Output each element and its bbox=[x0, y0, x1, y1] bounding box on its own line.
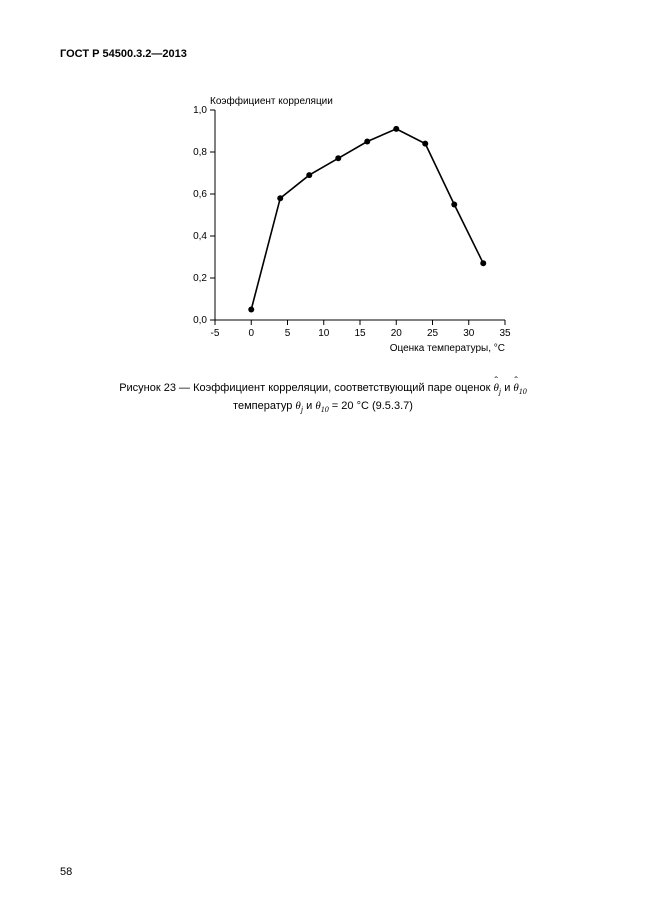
svg-text:0,6: 0,6 bbox=[193, 189, 207, 200]
caption-text-2a: температур bbox=[233, 400, 295, 412]
svg-text:-5: -5 bbox=[211, 328, 220, 339]
svg-text:0: 0 bbox=[248, 328, 254, 339]
svg-text:10: 10 bbox=[318, 328, 330, 339]
chart-container: Коэффициент корреляции 0,0 0,2 0,4 0,6 0,8 1,0… bbox=[170, 90, 515, 365]
svg-text:0,2: 0,2 bbox=[193, 273, 207, 284]
svg-text:0,0: 0,0 bbox=[193, 315, 207, 326]
svg-text:0,4: 0,4 bbox=[193, 231, 207, 242]
theta-hat-10: θ bbox=[513, 380, 518, 397]
svg-text:Коэффициент корреляции: Коэффициент корреляции bbox=[210, 95, 333, 107]
theta-hat-j-sub: j bbox=[499, 387, 501, 396]
svg-text:20: 20 bbox=[391, 328, 403, 339]
svg-text:25: 25 bbox=[427, 328, 439, 339]
caption-and-2: и bbox=[306, 400, 315, 412]
svg-text:1,0: 1,0 bbox=[193, 105, 207, 116]
figure-caption: Рисунок 23 — Коэффициент корреляции, соо… bbox=[0, 380, 646, 416]
caption-text-2b: = 20 °C (9.5.3.7) bbox=[332, 400, 413, 412]
correlation-chart: Коэффициент корреляции 0,0 0,2 0,4 0,6 0,8 1,0… bbox=[170, 90, 515, 360]
caption-and-1: и bbox=[504, 382, 513, 394]
theta-hat-j: θ bbox=[493, 380, 498, 397]
document-header: ГОСТ Р 54500.3.2—2013 bbox=[60, 48, 187, 60]
theta-j-sub: j bbox=[301, 405, 303, 414]
svg-text:0,8: 0,8 bbox=[193, 147, 207, 158]
caption-text-1: Рисунок 23 — Коэффициент корреляции, соо… bbox=[119, 382, 493, 394]
svg-text:Оценка температуры, °C: Оценка температуры, °C bbox=[390, 343, 505, 354]
page-number: 58 bbox=[60, 866, 72, 878]
svg-text:35: 35 bbox=[499, 328, 511, 339]
svg-text:30: 30 bbox=[463, 328, 475, 339]
page-root: ГОСТ Р 54500.3.2—2013 Коэффициент коррел… bbox=[0, 0, 646, 913]
svg-text:5: 5 bbox=[285, 328, 291, 339]
theta-10-sub: 10 bbox=[321, 405, 329, 414]
svg-text:15: 15 bbox=[354, 328, 366, 339]
theta-hat-10-sub: 10 bbox=[519, 387, 527, 396]
